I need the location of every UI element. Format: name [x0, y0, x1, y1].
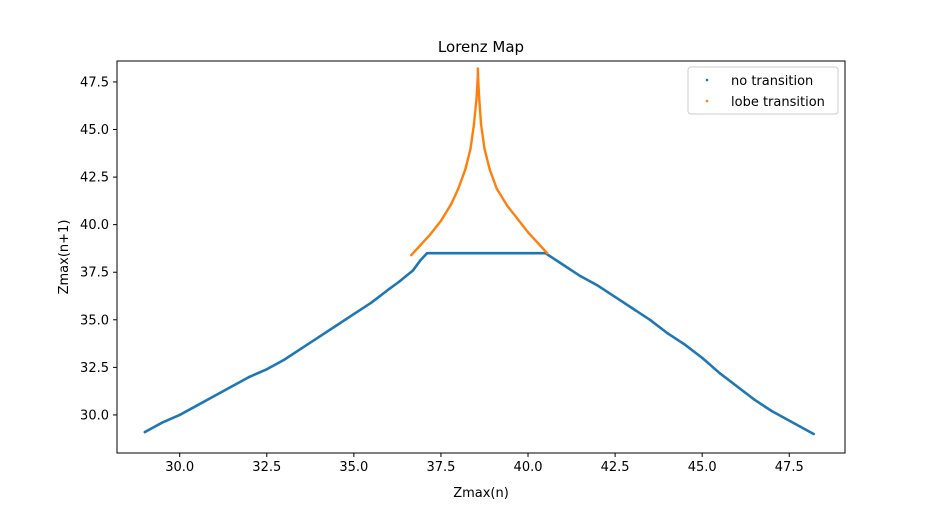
data-point-lobe-transition — [478, 97, 481, 101]
data-point-no-transition — [404, 274, 408, 278]
data-point-no-transition — [411, 269, 415, 272]
data-point-no-transition — [143, 430, 147, 434]
series-curve-lobe-transition — [410, 67, 549, 257]
x-tick-label: 45.0 — [688, 460, 717, 475]
data-point-lobe-transition — [495, 187, 498, 190]
data-point-no-transition — [753, 398, 756, 401]
data-point-lobe-transition — [457, 187, 460, 190]
y-tick-label: 40.0 — [80, 218, 109, 233]
x-tick-label: 47.5 — [775, 460, 804, 475]
axes-frame — [116, 60, 846, 454]
y-tick-label: 45.0 — [80, 123, 109, 138]
data-point-no-transition — [425, 251, 429, 255]
y-axis-label: Zmax(n+1) — [57, 220, 72, 295]
data-point-no-transition — [397, 280, 401, 283]
y-tick-label: 30.0 — [80, 408, 109, 423]
data-point-no-transition — [418, 259, 422, 263]
data-point-lobe-transition — [505, 204, 509, 207]
x-tick-label: 37.5 — [426, 460, 455, 475]
data-point-no-transition — [579, 274, 582, 278]
y-tick-label: 37.5 — [80, 266, 109, 281]
data-point-lobe-transition — [526, 231, 530, 234]
data-point-lobe-transition — [516, 217, 519, 221]
data-point-lobe-transition — [429, 232, 432, 236]
data-point-no-transition — [150, 427, 154, 430]
data-point-no-transition — [788, 419, 791, 422]
data-point-no-transition — [265, 368, 268, 371]
data-point-no-transition — [631, 307, 634, 310]
data-point-lobe-transition — [476, 73, 480, 76]
data-point-no-transition — [735, 385, 739, 388]
y-axis-ticks: 30.0 32.5 35.0 37.5 40.0 42.5 45.0 47.5 — [80, 75, 117, 423]
data-point-lobe-transition — [483, 147, 486, 150]
data-point-no-transition — [352, 312, 356, 316]
data-point-no-transition — [798, 425, 801, 428]
data-point-lobe-transition — [545, 251, 549, 255]
data-point-no-transition — [317, 335, 321, 339]
x-tick-label: 32.5 — [252, 460, 281, 475]
legend-box — [687, 66, 839, 115]
x-tick-label: 35.0 — [339, 460, 368, 475]
chart-title: Lorenz Map — [438, 38, 524, 56]
data-point-lobe-transition — [475, 97, 478, 101]
x-tick-label: 30.0 — [165, 460, 194, 475]
data-point-no-transition — [195, 404, 199, 407]
data-point-no-transition — [387, 288, 390, 291]
data-point-no-transition — [248, 375, 251, 379]
data-point-lobe-transition — [450, 202, 453, 205]
data-point-no-transition — [561, 263, 565, 266]
data-point-lobe-transition — [488, 168, 491, 171]
data-point-no-transition — [335, 324, 338, 327]
data-point-no-transition — [283, 358, 286, 361]
data-point-lobe-transition — [439, 219, 443, 223]
legend-label-lobe-transition: lobe transition — [731, 95, 825, 110]
legend-marker-no-transition — [705, 78, 709, 82]
data-point-lobe-transition — [537, 242, 540, 245]
data-point-lobe-transition — [477, 78, 480, 82]
data-point-lobe-transition — [472, 122, 476, 126]
data-point-no-transition — [666, 331, 669, 335]
data-point-no-transition — [770, 409, 774, 413]
data-point-no-transition — [213, 394, 216, 398]
legend-label-no-transition: no transition — [731, 74, 813, 89]
x-axis-label: Zmax(n) — [453, 486, 509, 501]
y-tick-label: 42.5 — [80, 171, 109, 186]
data-point-lobe-transition — [479, 122, 483, 126]
data-point-no-transition — [648, 318, 652, 321]
x-axis-ticks: 30.0 32.5 35.0 37.5 40.0 42.5 45.0 47.5 — [165, 453, 804, 475]
data-point-no-transition — [161, 421, 164, 424]
data-point-no-transition — [230, 385, 234, 388]
data-point-no-transition — [300, 347, 303, 350]
scatter-marks — [143, 67, 815, 436]
data-point-no-transition — [718, 371, 721, 375]
x-tick-label: 40.0 — [514, 460, 543, 475]
legend-marker-lobe-transition — [705, 99, 709, 103]
legend: no transition lobe transition — [687, 66, 839, 115]
series-curve-no-transition — [143, 251, 815, 436]
data-point-lobe-transition — [476, 80, 479, 84]
data-point-lobe-transition — [476, 67, 480, 70]
data-point-lobe-transition — [410, 253, 413, 257]
data-point-no-transition — [683, 343, 686, 346]
y-tick-label: 35.0 — [80, 313, 109, 328]
data-point-no-transition — [370, 301, 373, 304]
data-point-no-transition — [700, 356, 704, 360]
data-point-no-transition — [613, 295, 617, 299]
data-point-lobe-transition — [469, 147, 472, 150]
y-tick-label: 47.5 — [80, 75, 109, 90]
x-tick-label: 42.5 — [601, 460, 630, 475]
data-point-no-transition — [812, 432, 815, 436]
data-point-lobe-transition — [418, 244, 422, 247]
data-point-no-transition — [178, 413, 181, 417]
data-point-no-transition — [596, 284, 599, 287]
y-tick-label: 32.5 — [80, 361, 109, 376]
data-point-lobe-transition — [464, 168, 467, 171]
